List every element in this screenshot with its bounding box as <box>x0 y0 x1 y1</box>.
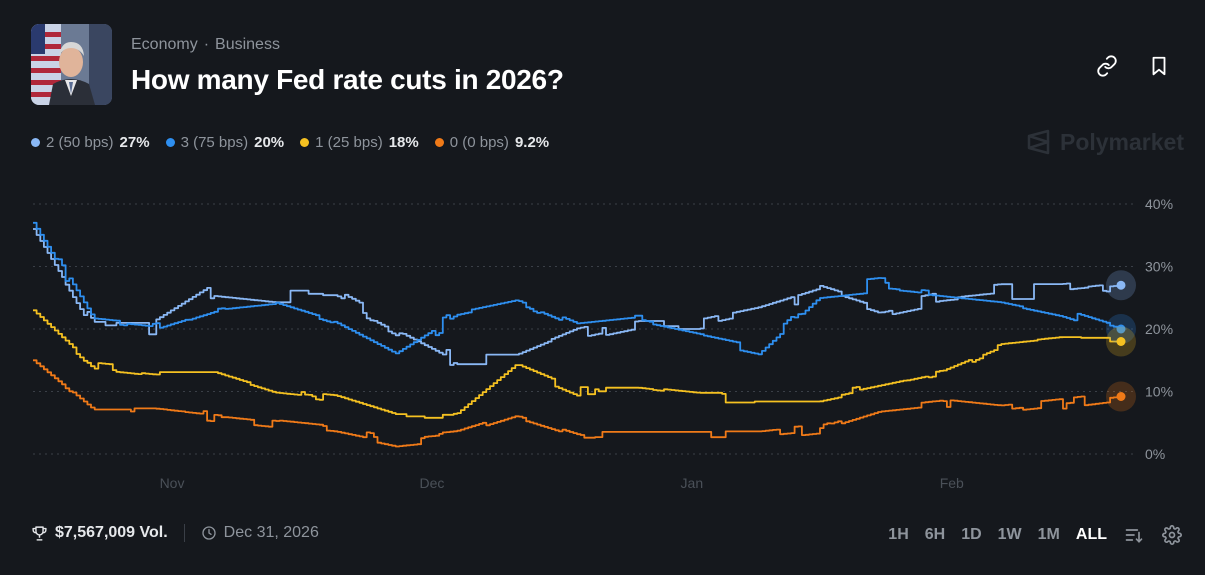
legend-value: 9.2% <box>514 134 550 151</box>
series-line <box>33 359 1122 448</box>
polymarket-watermark: Polymarket <box>1026 128 1184 156</box>
legend-label: 3 (75 bps) <box>180 134 249 151</box>
breadcrumb-separator: · <box>203 36 210 53</box>
range-1m[interactable]: 1M <box>1037 526 1060 543</box>
sort-icon <box>1125 529 1143 543</box>
legend-dot <box>31 138 40 147</box>
legend-value: 20% <box>254 134 285 151</box>
chart-grid <box>33 203 1135 455</box>
series-line <box>33 221 1122 356</box>
y-tick-label: 0% <box>1145 446 1165 462</box>
volume: $7,567,009 Vol. <box>31 524 168 542</box>
legend-item-1-cut[interactable]: 1 (25 bps) 18% <box>300 134 419 151</box>
breadcrumb-category[interactable]: Economy <box>131 36 198 53</box>
legend-dot <box>165 138 175 147</box>
breadcrumb-subcategory[interactable]: Business <box>215 36 280 53</box>
price-history-chart[interactable]: 0% 10% 20% 30% 40% Nov Dec Jan Feb <box>0 180 1205 500</box>
endpoint-dot <box>1116 337 1126 346</box>
range-6h[interactable]: 6H <box>924 526 946 543</box>
series-endpoints <box>1106 270 1136 412</box>
trophy-icon <box>32 525 47 541</box>
legend-label: 1 (25 bps) <box>315 134 383 151</box>
fed-chair-photo <box>31 24 112 105</box>
time-range-selector: 1H 6H 1D 1W 1M ALL <box>888 524 1183 546</box>
copy-link-button[interactable] <box>1095 54 1119 78</box>
endpoint-dot <box>1116 392 1126 401</box>
y-axis: 0% 10% 20% 30% 40% <box>1145 196 1173 462</box>
header-actions <box>1095 54 1171 78</box>
end-date: Dec 31, 2026 <box>201 524 319 542</box>
link-icon <box>1097 55 1117 77</box>
legend-item-2-cuts[interactable]: 2 (50 bps) 27% <box>31 134 150 151</box>
bookmark-icon <box>1152 56 1166 76</box>
legend-value: 27% <box>119 134 150 151</box>
endpoint-dot <box>1116 280 1126 290</box>
bookmark-button[interactable] <box>1147 54 1171 78</box>
x-axis: Nov Dec Jan Feb <box>160 475 964 491</box>
chart-series <box>33 221 1122 448</box>
y-tick-label: 40% <box>1145 196 1173 212</box>
market-thumbnail <box>31 24 112 105</box>
page-title: How many Fed rate cuts in 2026? <box>131 64 564 95</box>
endpoint-dot <box>1116 324 1126 334</box>
legend-item-3-cuts[interactable]: 3 (75 bps) 20% <box>165 134 285 151</box>
y-tick-label: 20% <box>1145 321 1173 337</box>
divider <box>183 524 185 542</box>
legend-dot <box>434 138 444 147</box>
range-1d[interactable]: 1D <box>961 526 982 543</box>
settings-button[interactable] <box>1161 524 1183 546</box>
series-line <box>33 309 1121 419</box>
x-tick-label: Nov <box>160 475 185 491</box>
series-line <box>33 228 1122 366</box>
chart-legend: 2 (50 bps) 27% 3 (75 bps) 20% 1 (25 bps)… <box>31 134 549 151</box>
range-1h[interactable]: 1H <box>888 526 909 543</box>
x-tick-label: Feb <box>940 475 964 491</box>
end-date-text: Dec 31, 2026 <box>223 524 319 541</box>
clock-icon <box>202 526 216 540</box>
polymarket-logo-icon <box>1027 129 1050 155</box>
brand-name: Polymarket <box>1059 128 1184 155</box>
range-all[interactable]: ALL <box>1075 526 1107 543</box>
legend-label: 2 (50 bps) <box>46 134 114 151</box>
breadcrumb: Economy · Business <box>131 36 280 54</box>
legend-item-0-cuts[interactable]: 0 (0 bps) 9.2% <box>434 134 550 151</box>
y-tick-label: 10% <box>1145 384 1173 400</box>
sort-button[interactable] <box>1123 524 1145 546</box>
x-tick-label: Dec <box>419 475 444 491</box>
volume-text: $7,567,009 Vol. <box>55 524 168 541</box>
y-tick-label: 30% <box>1145 259 1173 275</box>
gear-icon <box>1162 525 1182 545</box>
legend-dot <box>300 138 310 147</box>
range-1w[interactable]: 1W <box>997 526 1022 543</box>
x-tick-label: Jan <box>681 475 704 491</box>
legend-value: 18% <box>388 134 419 151</box>
market-meta: $7,567,009 Vol. Dec 31, 2026 <box>31 524 319 542</box>
legend-label: 0 (0 bps) <box>449 134 509 151</box>
